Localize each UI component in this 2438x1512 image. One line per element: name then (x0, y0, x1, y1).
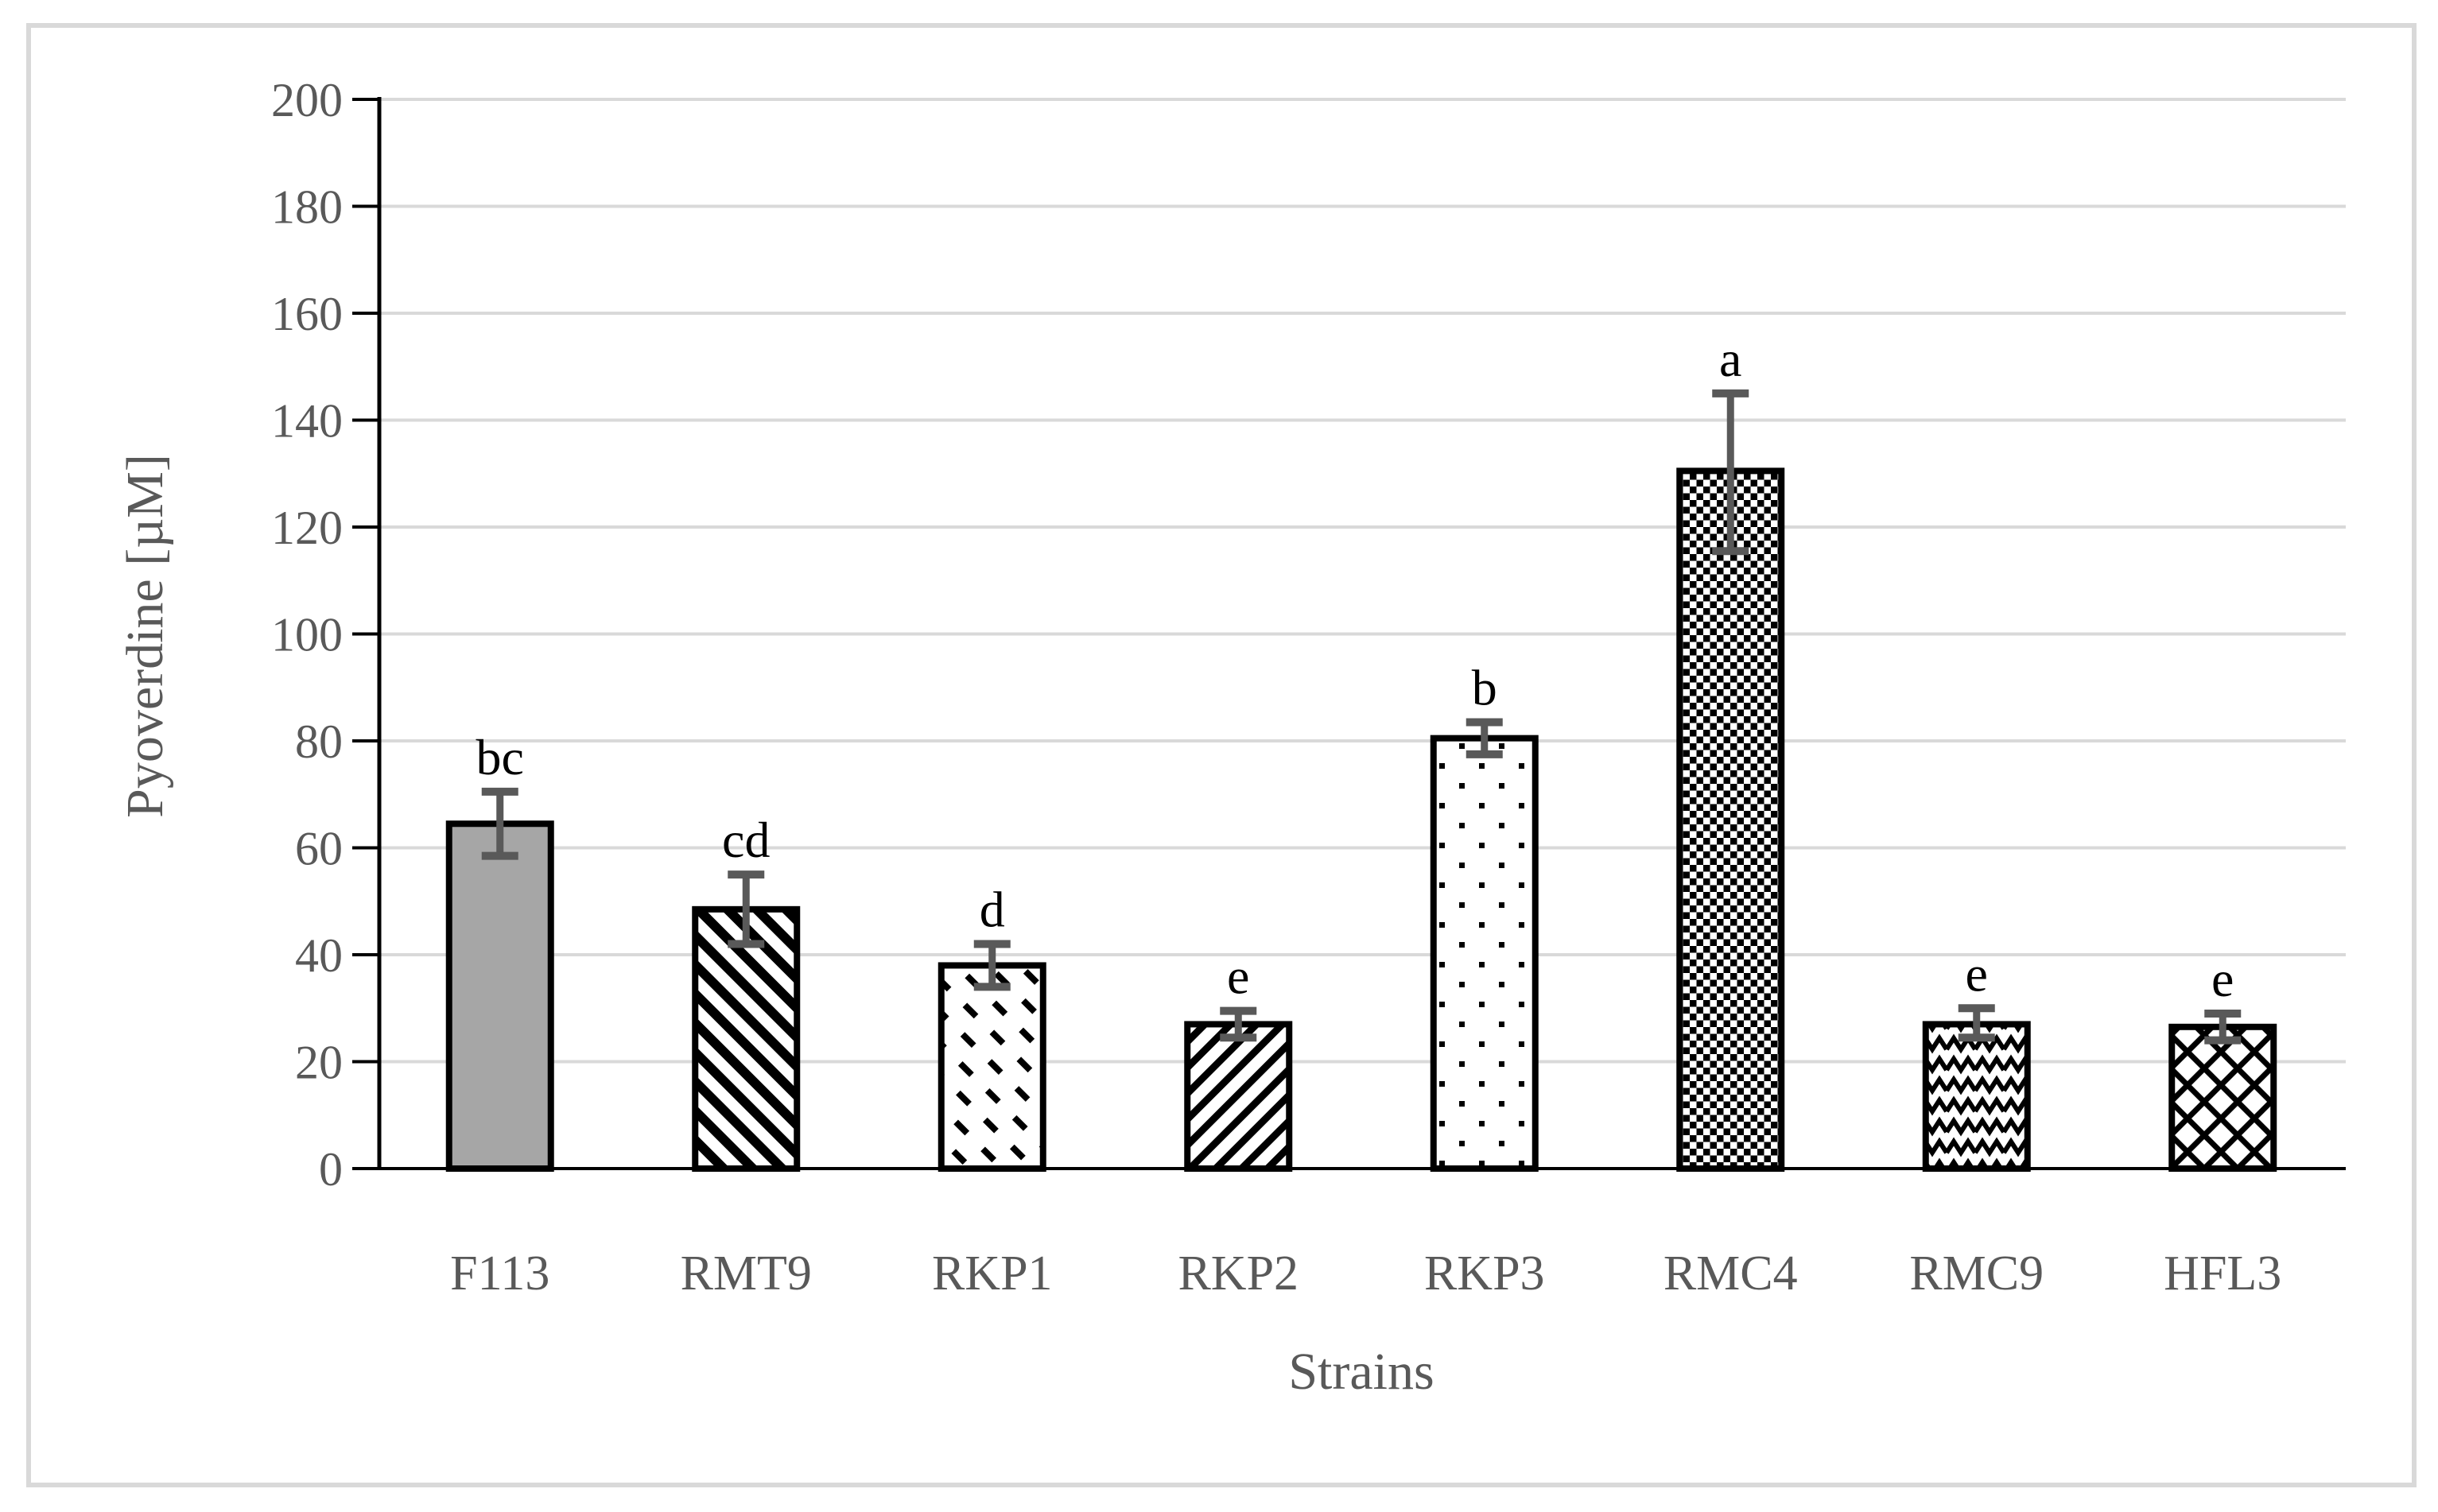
bar-hfl3 (2168, 1023, 2277, 1172)
bar-rmc4 (1676, 467, 1785, 1172)
y-axis-tick-label: 0 (319, 1143, 343, 1196)
y-axis-tick-label: 140 (271, 395, 343, 448)
bar-rkp3 (1430, 735, 1539, 1172)
y-axis-tick-label: 80 (295, 715, 343, 768)
figure-frame (26, 23, 2417, 1487)
x-category-label-rmc9: RMC9 (1909, 1246, 2044, 1301)
y-axis-tick-label: 40 (295, 929, 343, 982)
y-axis-tick-label: 120 (271, 502, 343, 554)
significance-letter-f113: bc (476, 729, 524, 785)
significance-letter-rkp2: e (1227, 948, 1249, 1005)
y-axis-tick-label: 20 (295, 1037, 343, 1089)
significance-letter-rkp3: b (1472, 659, 1497, 715)
significance-letter-rmt9: cd (722, 812, 770, 868)
bar-rmc9 (1922, 1021, 2031, 1173)
significance-letter-rkp1: d (980, 882, 1005, 938)
x-category-label-rkp3: RKP3 (1424, 1246, 1545, 1301)
y-axis-tick-label: 100 (271, 609, 343, 661)
bar-rkp2 (1184, 1021, 1293, 1173)
significance-letter-rmc4: a (1719, 331, 1741, 387)
bar-rkp1 (938, 962, 1046, 1172)
y-axis-tick-label: 180 (271, 181, 343, 234)
x-category-label-hfl3: HFL3 (2164, 1246, 2281, 1301)
significance-letter-hfl3: e (2211, 951, 2234, 1007)
y-axis-tick-label: 160 (271, 288, 343, 340)
x-category-label-rkp2: RKP2 (1178, 1246, 1299, 1301)
y-axis-tick-label: 60 (295, 823, 343, 875)
bar-f113 (445, 820, 554, 1173)
x-axis-title: Strains (1288, 1343, 1434, 1401)
x-category-label-rkp1: RKP1 (932, 1246, 1053, 1301)
bar-rmt9 (692, 905, 801, 1173)
y-axis-tick-label: 200 (271, 74, 343, 126)
significance-letter-rmc9: e (1966, 945, 1988, 1002)
x-category-label-rmc4: RMC4 (1664, 1246, 1798, 1301)
x-category-label-rmt9: RMT9 (681, 1246, 812, 1301)
x-category-label-f113: F113 (450, 1246, 549, 1301)
y-axis-title: Pyoverdine [µM] (116, 454, 174, 818)
